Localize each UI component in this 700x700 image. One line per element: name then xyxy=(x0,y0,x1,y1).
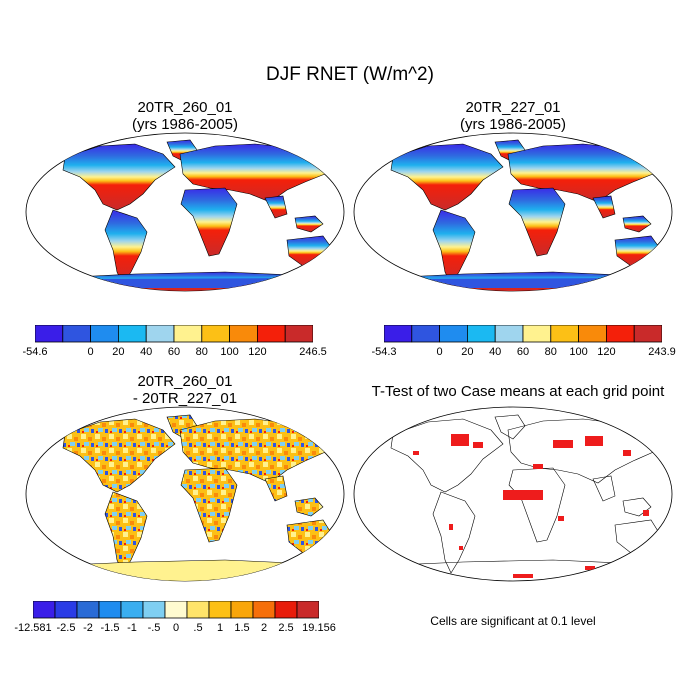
colorbar-box xyxy=(256,325,286,343)
colorbar-box xyxy=(550,325,580,343)
colorbar-box xyxy=(578,325,607,343)
panel-3-colorbar-boxes xyxy=(33,601,319,619)
panel-3-title: 20TR_260_01 - 20TR_227_01 xyxy=(25,373,345,407)
significance-cells xyxy=(413,434,649,578)
colorbar-box xyxy=(76,601,100,619)
colorbar-label: .5 xyxy=(193,622,203,634)
panel-3-colorbar xyxy=(33,601,319,619)
colorbar-label: -54.6 xyxy=(22,346,48,358)
panel-3-title-line-1: 20TR_260_01 xyxy=(137,373,233,390)
colorbar-label: 1 xyxy=(216,622,224,634)
panel-1-map xyxy=(25,132,345,292)
colorbar-label: 60 xyxy=(167,346,181,358)
colorbar-label: 100 xyxy=(220,346,239,358)
colorbar-label: 0 xyxy=(436,346,443,358)
colorbar-box xyxy=(142,601,166,619)
colorbar-label: 100 xyxy=(569,346,588,358)
colorbar-box xyxy=(145,325,175,343)
colorbar-label: -54.3 xyxy=(371,346,397,358)
colorbar-label: 2.5 xyxy=(278,622,294,634)
colorbar-box xyxy=(411,325,440,343)
panel-1-colorbar xyxy=(35,325,313,343)
panel-2-title: 20TR_227_01 (yrs 1986-2005) xyxy=(353,99,673,133)
colorbar-box xyxy=(118,325,147,343)
panel-2-map xyxy=(353,132,673,292)
panel-1-title-line-2: (yrs 1986-2005) xyxy=(132,116,238,133)
panel-3-map xyxy=(25,406,345,582)
panel-1-colorbar-boxes xyxy=(35,325,313,343)
panel-3-title-line-2: - 20TR_227_01 xyxy=(132,390,238,407)
colorbar-box xyxy=(633,325,662,343)
colorbar-label: -.5 xyxy=(147,622,161,634)
panel-4-map xyxy=(353,406,673,582)
colorbar-box xyxy=(296,601,319,619)
colorbar-box xyxy=(120,601,144,619)
panel-4-title-line-1: T-Test of two Case means at each grid po… xyxy=(371,383,665,400)
colorbar-box xyxy=(35,325,64,343)
colorbar-box xyxy=(439,325,468,343)
panel-1-colorbar-labels: -54.6 0 20 40 60 80 100 120 246.5 xyxy=(22,346,326,360)
colorbar-box xyxy=(494,325,524,343)
colorbar-box xyxy=(208,601,232,619)
colorbar-label: -2.5 xyxy=(56,622,76,634)
colorbar-label: 20 xyxy=(112,346,125,358)
colorbar-box xyxy=(54,601,78,619)
panel-1-title-line-1: 20TR_260_01 xyxy=(137,99,233,116)
colorbar-box xyxy=(384,325,413,343)
colorbar-label: 2 xyxy=(260,622,268,634)
panel-2-colorbar-boxes xyxy=(384,325,662,343)
colorbar-box xyxy=(605,325,635,343)
colorbar-box xyxy=(98,601,122,619)
colorbar-label: 20 xyxy=(461,346,474,358)
colorbar-label: 0 xyxy=(172,622,180,634)
panel-3-colorbar-labels: -12.581 -2.5 -2 -1.5 -1 -.5 0 .5 1 1.5 2 2.5 19.156 xyxy=(14,622,335,636)
colorbar-box xyxy=(164,601,188,619)
colorbar-label: 120 xyxy=(597,346,616,358)
panel-2-title-line-1: 20TR_227_01 xyxy=(465,99,561,116)
colorbar-label: 0 xyxy=(87,346,94,358)
colorbar-label: 40 xyxy=(489,346,502,358)
colorbar-label: 40 xyxy=(140,346,153,358)
colorbar-box xyxy=(186,601,210,619)
colorbar-box xyxy=(252,601,276,619)
colorbar-box xyxy=(522,325,552,343)
colorbar-label: 1.5 xyxy=(234,622,250,634)
panel-2-colorbar xyxy=(384,325,662,343)
colorbar-box xyxy=(284,325,313,343)
colorbar-label: 243.9 xyxy=(648,346,676,358)
panel-1-title: 20TR_260_01 (yrs 1986-2005) xyxy=(25,99,345,133)
panel-2-title-line-2: (yrs 1986-2005) xyxy=(460,116,566,133)
colorbar-label: 80 xyxy=(544,346,557,358)
panel-4-title: T-Test of two Case means at each grid po… xyxy=(353,383,683,400)
colorbar-box xyxy=(274,601,298,619)
colorbar-label: -1 xyxy=(127,622,137,634)
colorbar-label: 60 xyxy=(516,346,530,358)
colorbar-box xyxy=(201,325,231,343)
colorbar-label: 120 xyxy=(248,346,267,358)
colorbar-label: 80 xyxy=(195,346,208,358)
colorbar-box xyxy=(33,601,56,619)
figure-title: DJF RNET (W/m^2) xyxy=(266,64,434,85)
colorbar-box xyxy=(62,325,91,343)
colorbar-box xyxy=(467,325,496,343)
colorbar-box xyxy=(229,325,258,343)
colorbar-label: 19.156 xyxy=(302,622,336,634)
colorbar-label: 246.5 xyxy=(299,346,327,358)
colorbar-label: -1.5 xyxy=(100,622,120,634)
colorbar-box xyxy=(173,325,203,343)
colorbar-label: -12.581 xyxy=(14,622,52,634)
colorbar-label: -2 xyxy=(83,622,93,634)
panel-2-colorbar-labels: -54.3 0 20 40 60 80 100 120 243.9 xyxy=(371,346,675,360)
colorbar-box xyxy=(230,601,254,619)
colorbar-box xyxy=(90,325,119,343)
significance-note: Cells are significant at 0.1 level xyxy=(430,614,596,628)
